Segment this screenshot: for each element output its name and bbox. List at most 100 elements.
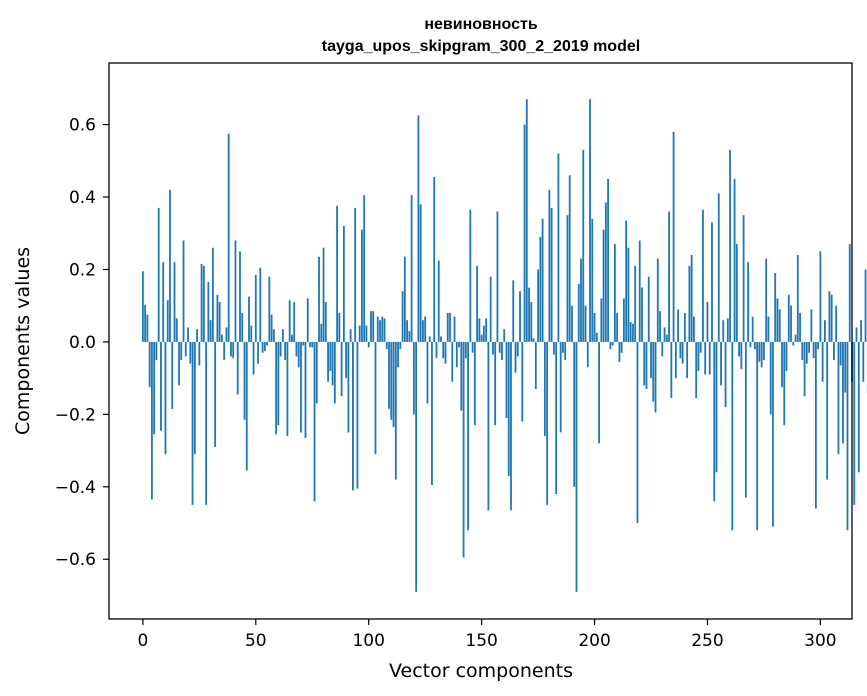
- bar: [275, 341, 278, 435]
- bar: [286, 341, 289, 437]
- bar: [437, 260, 440, 342]
- bar: [257, 341, 259, 364]
- bar: [494, 341, 497, 426]
- bar: [747, 262, 750, 342]
- bar: [781, 341, 783, 388]
- bar: [331, 341, 334, 386]
- bar: [295, 341, 298, 357]
- bar: [169, 189, 171, 342]
- bar: [720, 341, 722, 386]
- bars-group: [141, 99, 867, 592]
- bar: [403, 256, 406, 342]
- bar: [528, 287, 530, 342]
- bar: [659, 311, 661, 342]
- bar: [458, 341, 460, 348]
- y-tick-label: −0.4: [55, 478, 96, 498]
- bar: [566, 215, 569, 342]
- bar: [318, 256, 320, 342]
- bar: [738, 341, 740, 357]
- bar: [586, 341, 589, 368]
- bar: [209, 320, 212, 342]
- bar: [460, 341, 463, 411]
- bar: [860, 320, 862, 342]
- bar: [365, 325, 368, 342]
- bar: [193, 341, 196, 455]
- bar: [774, 273, 777, 342]
- bar: [543, 341, 546, 437]
- bar: [643, 341, 646, 386]
- bar: [796, 254, 799, 342]
- bar: [672, 131, 675, 342]
- bar: [173, 262, 176, 342]
- bar: [478, 318, 481, 342]
- bar: [582, 149, 585, 342]
- bar: [568, 175, 571, 342]
- bar: [758, 341, 761, 362]
- bar: [424, 316, 427, 342]
- bar: [769, 341, 772, 415]
- bar: [272, 329, 275, 342]
- bar: [390, 341, 393, 420]
- bar: [681, 341, 684, 364]
- bar: [623, 298, 625, 342]
- bar: [480, 334, 483, 342]
- bar: [772, 341, 774, 527]
- bar: [523, 124, 526, 342]
- bar: [733, 178, 736, 342]
- bar: [234, 240, 237, 342]
- bar: [327, 341, 329, 382]
- bar: [471, 341, 474, 353]
- bar: [250, 325, 253, 342]
- bar: [613, 244, 616, 342]
- bar: [711, 222, 713, 342]
- bar: [221, 334, 223, 342]
- bar: [645, 341, 648, 389]
- bar: [801, 341, 804, 361]
- bar: [584, 305, 587, 342]
- bar: [767, 316, 770, 342]
- bar: [227, 133, 230, 342]
- bar: [708, 341, 711, 375]
- bar: [449, 312, 451, 342]
- bar: [422, 320, 424, 342]
- bar: [370, 311, 372, 342]
- bar: [846, 341, 849, 531]
- bar: [760, 341, 763, 368]
- x-axis: 0 50 100 150 200 250 300: [137, 619, 837, 651]
- bar: [408, 331, 411, 342]
- bar: [397, 341, 399, 368]
- bar: [602, 229, 605, 342]
- bar: [844, 341, 847, 393]
- bar: [641, 287, 643, 342]
- bar: [223, 341, 226, 361]
- bar: [225, 327, 228, 342]
- bar: [864, 269, 867, 342]
- bar: [611, 341, 614, 346]
- bar: [616, 312, 619, 342]
- bar: [600, 298, 603, 342]
- bar: [785, 341, 788, 371]
- bar: [514, 341, 517, 373]
- bar: [505, 341, 508, 418]
- bar: [489, 276, 492, 342]
- bar: [548, 189, 551, 342]
- bar: [333, 341, 336, 404]
- bar: [146, 314, 149, 342]
- bar: [218, 302, 221, 342]
- bar: [284, 341, 287, 361]
- bar: [519, 291, 521, 342]
- bar: [670, 341, 673, 399]
- bar: [322, 247, 325, 342]
- bar: [232, 341, 235, 359]
- x-tick-label: 250: [691, 631, 723, 651]
- bar: [609, 341, 612, 350]
- bar: [589, 99, 591, 342]
- bar: [683, 312, 686, 342]
- bar: [385, 341, 388, 350]
- bar: [555, 341, 558, 495]
- bar: [230, 341, 232, 357]
- bar: [550, 207, 553, 342]
- bar: [821, 341, 824, 382]
- bar: [304, 341, 307, 438]
- bar: [266, 341, 268, 346]
